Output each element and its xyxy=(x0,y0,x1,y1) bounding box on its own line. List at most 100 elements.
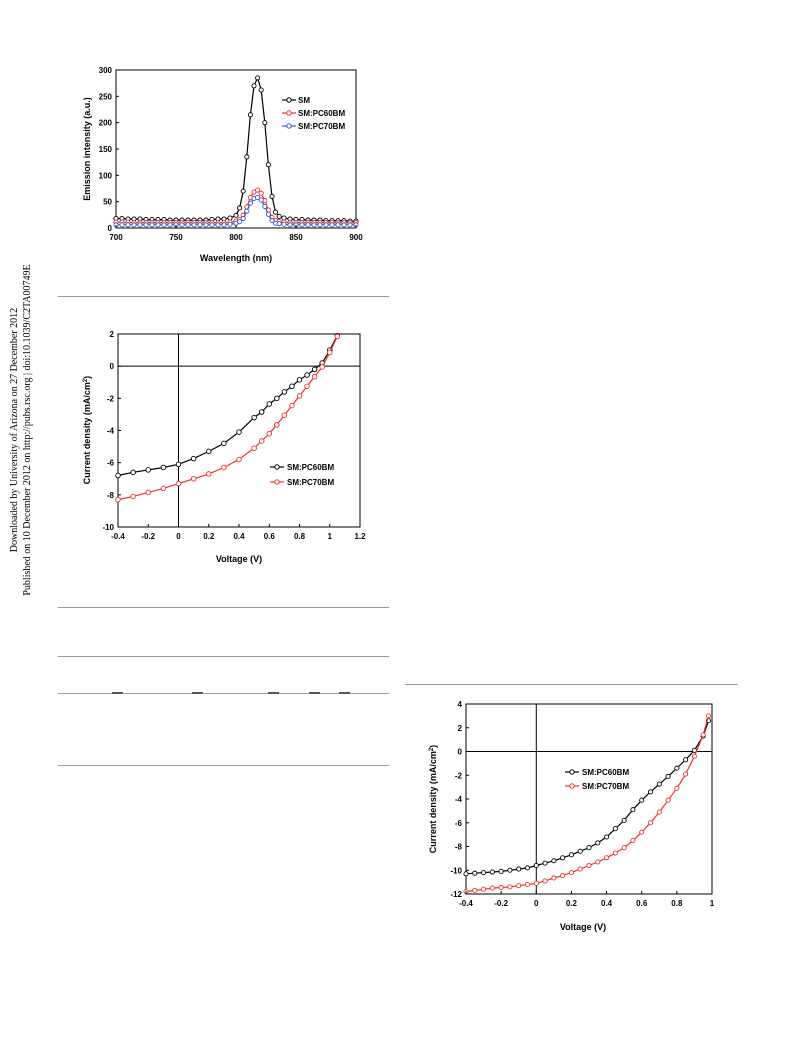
jv2-data-point-sm-pc70bm xyxy=(705,713,712,719)
emission-data-point-sm-pc70bm xyxy=(179,222,185,228)
emission-data-point-sm-pc70bm xyxy=(281,221,287,227)
jv2-ytick-label: 2 xyxy=(458,724,463,733)
jv1-xtick-label: 0.2 xyxy=(203,532,215,541)
emission-data-point-sm-pc70bm xyxy=(255,194,261,201)
jv2-data-point-sm-pc60bm xyxy=(630,807,636,813)
jv2-series-layer xyxy=(463,713,712,895)
emission-data-point-sm-pc70bm xyxy=(149,222,155,228)
jv1-xtick-label: -0.4 xyxy=(111,532,125,541)
jv2-data-point-sm-pc60bm xyxy=(551,858,557,864)
jv2-xtick-label: -0.4 xyxy=(459,899,473,908)
jv1-data-point-sm-pc60bm xyxy=(175,461,182,468)
legend-marker-pc60 xyxy=(569,769,575,775)
jv2-y-axis-label: Current density (mA/cm2) xyxy=(428,745,438,853)
emission-data-point-sm xyxy=(233,212,239,218)
emission-data-point-sm-pc70bm xyxy=(265,211,271,217)
jv1-ytick-label: 0 xyxy=(110,362,115,371)
jv1-ytick-label: -6 xyxy=(107,459,115,468)
legend-marker-sm xyxy=(286,97,292,103)
emission-data-point-sm-pc70bm xyxy=(317,222,323,228)
jv1-data-point-sm-pc60bm xyxy=(281,389,288,395)
jv2-data-point-sm-pc70bm xyxy=(621,845,627,851)
jv1-data-point-sm-pc60bm xyxy=(205,448,212,455)
legend-label-pc70: SM:PC70BM xyxy=(298,122,345,131)
jv2-data-point-sm-pc60bm xyxy=(639,797,645,803)
jv2-data-point-sm-pc60bm xyxy=(621,817,627,823)
jv2-data-point-sm-pc70bm xyxy=(656,809,662,815)
emission-data-point-sm-pc70bm xyxy=(247,200,253,206)
legend-label-pc70: SM:PC70BM xyxy=(287,478,334,487)
emission-xtick-label: 850 xyxy=(289,233,303,242)
jv1-data-point-sm-pc70bm xyxy=(190,475,197,482)
jv2-y-axis-label-text: Current density (mA/cm xyxy=(428,751,438,853)
emission-xtick-label: 700 xyxy=(109,233,123,242)
jv2-data-point-sm-pc60bm xyxy=(665,773,671,779)
jv2-data-point-sm-pc70bm xyxy=(639,829,645,835)
jv1-data-point-sm-pc70bm xyxy=(145,489,151,496)
legend-label-sm: SM xyxy=(298,96,310,105)
jv1-data-point-sm-pc70bm xyxy=(251,445,257,451)
emission-data-point-sm-pc70bm xyxy=(119,222,125,228)
jv2-data-point-sm-pc60bm xyxy=(472,870,478,876)
emission-data-point-sm-pc70bm xyxy=(335,222,341,228)
jv1-data-point-sm-pc60bm xyxy=(296,377,303,383)
jv1-data-point-sm-pc70bm xyxy=(175,480,182,487)
jv2-xtick-label: -0.2 xyxy=(494,899,508,908)
jv1-xticks: -0.4 -0.2 0 0.2 0.4 0.6 0.8 1 1.2 xyxy=(111,524,366,541)
jv1-data-point-sm-pc60bm xyxy=(160,464,167,471)
emission-data-point-sm-pc70bm xyxy=(287,222,293,228)
emission-ytick-label: 250 xyxy=(99,92,113,101)
emission-data-point-sm xyxy=(240,188,246,194)
emission-data-point-sm xyxy=(247,112,253,118)
emission-data-point-sm xyxy=(276,213,282,219)
download-notice: Downloaded by University of Arizona on 2… xyxy=(4,250,38,610)
jv-chart-2: -0.4 -0.2 0 0.2 0.4 0.6 0.8 1 4 2 0 -2 -4 -6 -8 -10 -12… xyxy=(428,700,715,932)
jv1-xtick-label: 1.2 xyxy=(354,532,366,541)
jv2-data-point-sm-pc70bm xyxy=(586,862,592,869)
emission-data-point-sm xyxy=(273,209,279,215)
jv2-data-point-sm-pc60bm xyxy=(463,871,469,877)
emission-ytick-label: 50 xyxy=(103,198,112,207)
legend-label-pc60: SM:PC60BM xyxy=(298,109,345,118)
legend-label-pc60: SM:PC60BM xyxy=(582,768,629,777)
jv2-data-point-sm-pc70bm xyxy=(560,873,566,879)
jv1-data-point-sm-pc70bm xyxy=(205,471,212,477)
jv1-data-point-sm-pc60bm xyxy=(236,429,242,435)
emission-data-point-sm-pc70bm xyxy=(244,208,250,214)
table-mark xyxy=(112,692,123,694)
jv1-data-point-sm-pc60bm xyxy=(266,401,272,407)
jv1-data-point-sm-pc60bm xyxy=(251,414,257,421)
jv1-y-axis-label-sup: 2 xyxy=(83,378,89,382)
jv1-data-point-sm-pc70bm xyxy=(236,456,242,463)
emission-data-point-sm-pc70bm xyxy=(305,222,311,228)
emission-data-point-sm-pc70bm xyxy=(347,222,353,228)
emission-ytick-label: 150 xyxy=(99,145,113,154)
jv1-data-point-sm-pc70bm xyxy=(311,373,318,380)
jv1-data-point-sm-pc60bm xyxy=(274,395,280,402)
emission-series-line-sm xyxy=(116,76,356,222)
download-notice-text: Downloaded by University of Arizona on 2… xyxy=(8,264,34,595)
jv2-ytick-label: -4 xyxy=(455,795,463,804)
jv2-xtick-label: 0.6 xyxy=(636,899,648,908)
jv1-data-point-sm-pc70bm xyxy=(130,493,136,500)
jv1-ytick-label: -4 xyxy=(107,427,115,436)
emission-data-point-sm xyxy=(251,83,257,89)
emission-data-point-sm xyxy=(269,193,275,199)
jv2-reference-lines xyxy=(466,704,712,894)
jv2-data-point-sm-pc70bm xyxy=(551,875,557,881)
emission-data-point-sm-pc70bm xyxy=(299,222,305,228)
emission-data-point-sm-pc60bm xyxy=(255,187,261,193)
divider-rule xyxy=(58,296,389,297)
jv1-ytick-label: -10 xyxy=(102,523,114,532)
jv2-data-point-sm-pc60bm xyxy=(595,840,601,846)
jv1-data-point-sm-pc60bm xyxy=(311,366,318,373)
divider-rule xyxy=(58,765,389,766)
legend-marker-pc60 xyxy=(274,464,280,470)
jv1-data-point-sm-pc70bm xyxy=(296,393,303,399)
emission-series-layer xyxy=(113,75,359,228)
legend-marker-pc70 xyxy=(286,123,292,129)
jv2-data-point-sm-pc60bm xyxy=(612,826,618,832)
jv2-yticks: 4 2 0 -2 -4 -6 -8 -10 -12 xyxy=(450,700,469,899)
legend-label-pc70: SM:PC70BM xyxy=(582,782,629,791)
legend-marker-pc70 xyxy=(569,783,575,789)
